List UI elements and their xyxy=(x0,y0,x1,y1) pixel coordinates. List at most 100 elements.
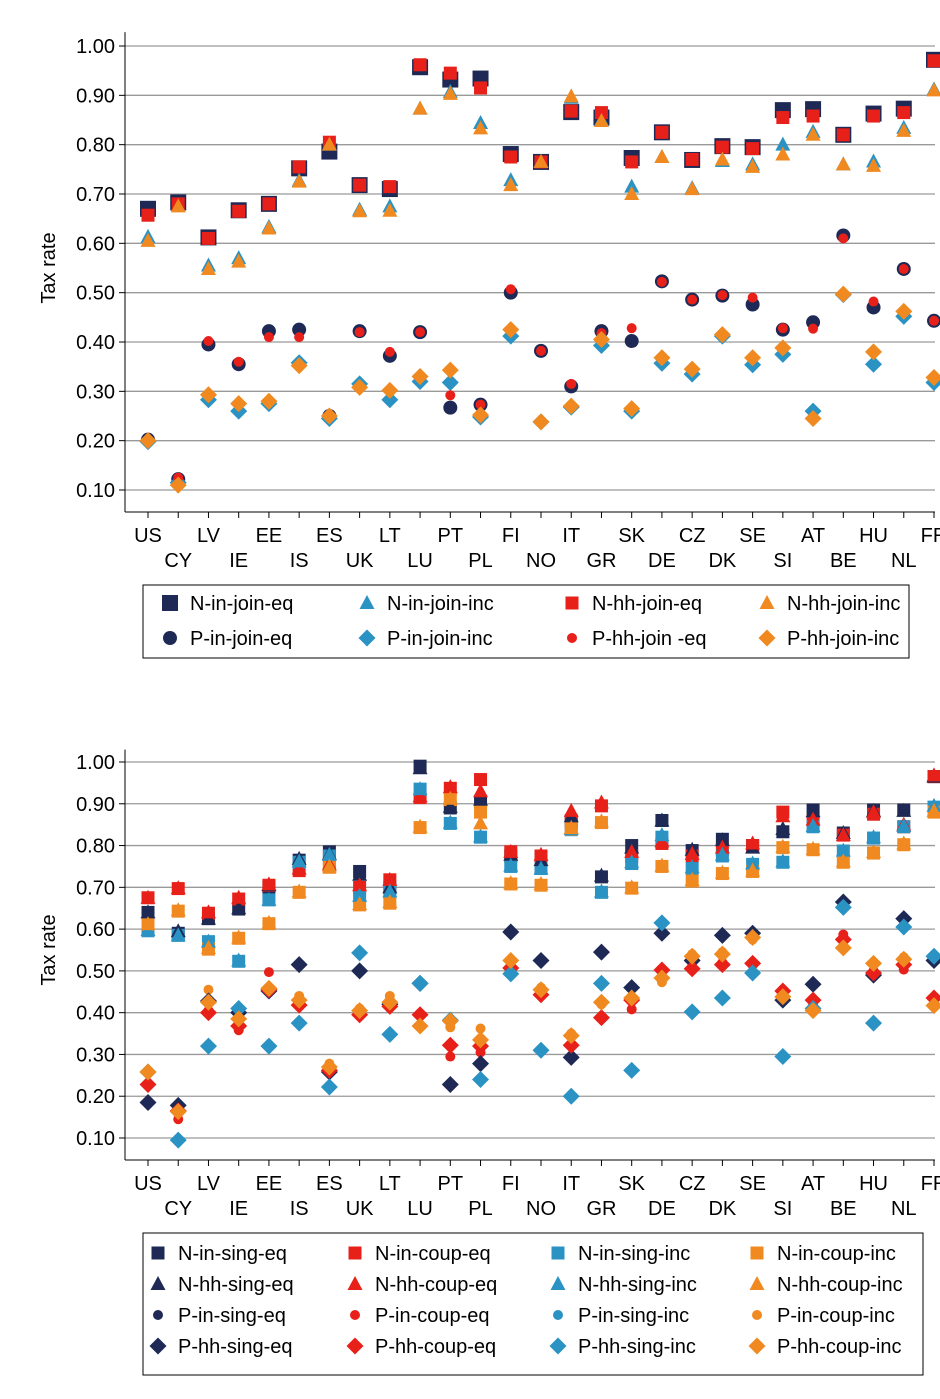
legend-label: P-in-sing-inc xyxy=(578,1305,689,1327)
y-tick-label: 0.70 xyxy=(76,184,115,206)
y-tick-label: 0.20 xyxy=(76,431,115,453)
data-point xyxy=(412,100,428,115)
data-point xyxy=(562,1048,580,1066)
data-point xyxy=(683,1003,701,1021)
data-point xyxy=(656,276,667,287)
data-point xyxy=(473,791,489,806)
data-point xyxy=(261,876,277,891)
data-point xyxy=(503,843,519,858)
data-point xyxy=(352,203,368,218)
legend-label: N-in-coup-inc xyxy=(777,1243,896,1265)
legend-marker xyxy=(153,1310,163,1320)
data-point xyxy=(291,883,307,898)
series-n-hh-join-inc xyxy=(140,82,940,275)
data-point xyxy=(625,155,639,169)
y-tick-label: 0.50 xyxy=(76,961,115,983)
data-point xyxy=(533,846,549,861)
x-tick-label: UK xyxy=(346,550,374,572)
data-point xyxy=(684,845,700,860)
data-point xyxy=(653,969,671,987)
data-point xyxy=(744,964,762,982)
data-point xyxy=(445,1051,456,1062)
data-point xyxy=(382,883,398,898)
data-point xyxy=(442,85,458,100)
x-tick-label: LV xyxy=(197,1173,221,1195)
data-point xyxy=(747,292,758,303)
data-point xyxy=(503,875,519,890)
data-point xyxy=(867,109,881,123)
data-point xyxy=(808,323,819,334)
legend-marker xyxy=(750,1246,764,1260)
data-point xyxy=(925,997,940,1015)
data-point xyxy=(474,773,488,787)
data-point xyxy=(713,926,731,944)
data-point xyxy=(563,820,579,835)
x-tick-label: UK xyxy=(346,1198,374,1220)
data-point xyxy=(866,157,882,172)
y-tick-label: 0.60 xyxy=(76,233,115,255)
data-point xyxy=(503,857,519,872)
data-point xyxy=(170,927,186,942)
data-point xyxy=(898,263,909,274)
x-tick-label: EE xyxy=(256,1173,283,1195)
x-tick-label: LT xyxy=(379,1173,401,1195)
x-tick-label: LV xyxy=(197,525,221,547)
data-point xyxy=(260,392,278,410)
data-point xyxy=(442,779,458,794)
data-point xyxy=(594,106,608,120)
data-point xyxy=(653,349,671,367)
data-point xyxy=(896,835,912,850)
legend-box xyxy=(142,1232,924,1376)
data-point xyxy=(714,151,730,166)
legend-label: N-in-join-eq xyxy=(190,593,293,615)
data-point xyxy=(804,1002,822,1020)
data-point xyxy=(203,984,214,995)
data-point xyxy=(503,177,519,192)
data-point xyxy=(139,1076,157,1094)
x-tick-label: HU xyxy=(859,1173,888,1195)
y-tick-label: 0.50 xyxy=(76,283,115,305)
data-point xyxy=(532,951,550,969)
data-point xyxy=(141,208,155,222)
data-point xyxy=(474,81,488,95)
data-point xyxy=(624,334,639,349)
legend-marker xyxy=(149,1337,167,1355)
data-point xyxy=(745,862,761,877)
series-p-in-join-eq xyxy=(141,228,940,487)
series-n-hh-sing-inc xyxy=(140,781,940,967)
data-point xyxy=(623,400,641,418)
legend-label: N-hh-coup-inc xyxy=(777,1274,903,1296)
data-point xyxy=(441,1036,459,1054)
data-point xyxy=(624,854,640,869)
data-point xyxy=(566,378,577,389)
data-point xyxy=(715,140,729,154)
x-tick-label: ES xyxy=(316,1173,343,1195)
data-point xyxy=(199,993,217,1011)
data-point xyxy=(441,1076,459,1094)
data-point xyxy=(804,975,822,993)
series-n-hh-join-eq xyxy=(141,54,940,245)
data-point xyxy=(775,808,791,823)
data-point xyxy=(775,136,791,151)
data-point xyxy=(775,820,791,835)
data-point xyxy=(684,859,700,874)
data-point xyxy=(866,804,882,819)
data-point xyxy=(262,197,276,211)
data-point xyxy=(472,1031,490,1049)
data-point xyxy=(623,979,641,997)
data-point xyxy=(836,128,850,142)
y-tick-label: 0.90 xyxy=(76,794,115,816)
data-point xyxy=(381,381,399,399)
data-point xyxy=(381,391,399,409)
data-point xyxy=(532,1041,550,1059)
data-point xyxy=(261,914,277,929)
data-point xyxy=(683,947,701,965)
data-point xyxy=(865,355,883,373)
legend-marker xyxy=(565,596,579,610)
data-point xyxy=(231,889,247,904)
x-tick-label: DK xyxy=(708,550,736,572)
data-point xyxy=(805,126,821,141)
data-point xyxy=(263,332,274,343)
data-point xyxy=(775,838,791,853)
x-tick-label: HU xyxy=(859,525,888,547)
